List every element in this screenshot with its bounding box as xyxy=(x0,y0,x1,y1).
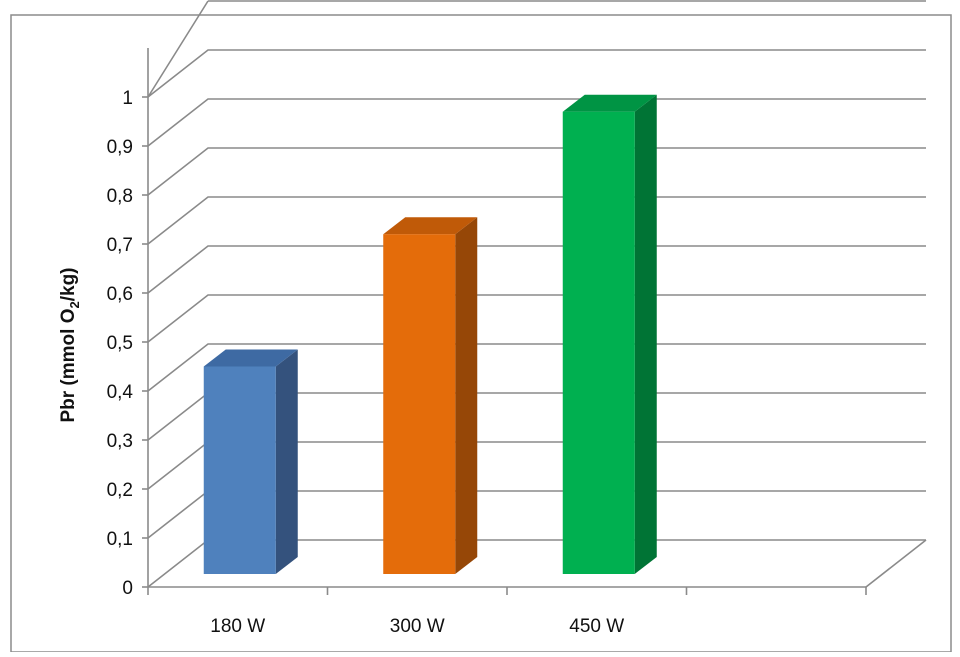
gridline xyxy=(147,196,926,245)
y-tick-label: 0,8 xyxy=(107,186,133,207)
y-tick-label: 1 xyxy=(122,88,133,109)
y-tick-label: 0,4 xyxy=(107,382,134,403)
y-axis-label-suffix: /kg) xyxy=(58,267,79,301)
bar-3 xyxy=(562,94,657,574)
y-tick-label: 0,7 xyxy=(107,235,133,256)
floor-right-edge xyxy=(865,539,927,588)
bar-side xyxy=(634,94,657,574)
gridline xyxy=(147,343,926,392)
bar-top xyxy=(383,217,478,235)
bar-front xyxy=(562,111,635,574)
y-tick-label: 0,6 xyxy=(107,284,133,305)
chart-border xyxy=(10,14,952,653)
gridline xyxy=(147,49,926,98)
y-tick-label: 0,9 xyxy=(107,137,133,158)
y-tick-label: 0,2 xyxy=(107,480,133,501)
bar-front xyxy=(383,234,456,574)
x-tick-label: 180 W xyxy=(210,616,265,637)
bar-2 xyxy=(383,217,478,574)
y-tick-label: 0,3 xyxy=(107,431,133,452)
gridline xyxy=(147,294,926,343)
bar-top xyxy=(562,94,657,112)
y-axis-label-subscript: 2 xyxy=(67,301,82,308)
gridline-top-side xyxy=(147,0,209,98)
x-tick-label: 450 W xyxy=(569,616,624,637)
gridline xyxy=(147,147,926,196)
y-tick-label: 0,5 xyxy=(107,333,133,354)
bar-side xyxy=(455,217,478,574)
gridline xyxy=(147,98,926,147)
bar-side xyxy=(275,349,298,574)
gridline xyxy=(147,245,926,294)
y-axis-label: Pbr (mmol O2/kg) xyxy=(58,267,82,422)
bar-top xyxy=(203,349,298,367)
y-tick-label: 0,1 xyxy=(107,529,133,550)
bar-1 xyxy=(203,349,298,574)
x-tick-label: 300 W xyxy=(390,616,445,637)
y-axis-label-main: Pbr (mmol O xyxy=(58,309,79,423)
bar-front xyxy=(203,366,276,574)
y-tick-label: 0 xyxy=(122,578,133,599)
